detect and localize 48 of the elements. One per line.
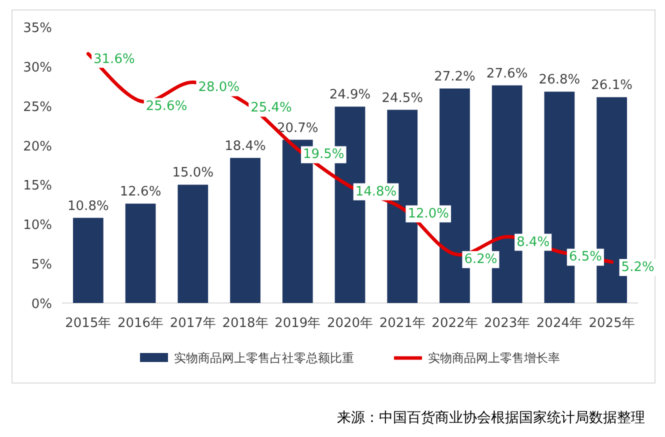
data-label: 31.6% (94, 52, 135, 67)
data-label: 14.8% (355, 184, 397, 200)
data-label: 5.2% (621, 260, 654, 275)
legend-label: 实物商品网上零售占社零总额比重 (174, 351, 354, 365)
data-label: 10.8% (68, 198, 109, 214)
x-tick-label: 2020年 (326, 316, 374, 331)
x-tick-label: 2021年 (379, 316, 426, 331)
bar (230, 158, 260, 303)
y-tick-label: 5% (31, 258, 52, 273)
data-label: 24.9% (329, 88, 371, 103)
x-tick-label: 2023年 (484, 316, 530, 331)
data-label: 25.6% (146, 99, 188, 114)
x-tick-label: 2022年 (432, 316, 478, 331)
y-tick-label: 15% (23, 178, 52, 194)
data-label: 18.4% (224, 138, 266, 154)
data-label: 8.4% (516, 234, 550, 250)
data-label: 27.6% (486, 66, 528, 82)
y-tick-label: 0% (31, 297, 52, 312)
x-tick-label: 2024年 (536, 316, 582, 331)
x-tick-label: 2025年 (588, 316, 635, 331)
data-label: 6.2% (464, 252, 498, 268)
x-tick-label: 2018年 (222, 316, 268, 331)
bar (178, 184, 208, 303)
bar (72, 218, 104, 303)
data-label: 6.5% (568, 250, 602, 265)
data-label: 24.5% (382, 90, 424, 106)
y-tick-label: 25% (23, 100, 52, 115)
x-tick-label: 2016年 (118, 316, 164, 331)
data-label: 28.0% (198, 80, 240, 96)
data-label: 12.0% (408, 206, 450, 222)
y-tick-label: 20% (23, 139, 52, 154)
x-tick-label: 2015年 (65, 316, 112, 331)
bar (125, 204, 156, 303)
data-label: 27.2% (434, 70, 476, 85)
legend-label: 实物商品网上零售增长率 (428, 351, 560, 365)
y-tick-label: 10% (23, 218, 52, 234)
x-tick-label: 2019年 (274, 316, 321, 331)
data-label: 20.7% (276, 120, 318, 136)
data-label: 19.5% (302, 147, 344, 162)
data-label: 15.0% (172, 166, 214, 181)
data-label: 25.4% (250, 100, 292, 116)
y-tick-label: 35% (23, 21, 52, 36)
data-label: 12.6% (120, 184, 162, 200)
data-label: 26.8% (538, 72, 580, 88)
x-tick-label: 2017年 (170, 316, 216, 331)
data-label: 26.1% (591, 78, 632, 94)
y-tick-label: 30% (23, 60, 52, 76)
source-note: 来源：中国百货商业协会根据国家统计局数据整理 (337, 410, 645, 426)
